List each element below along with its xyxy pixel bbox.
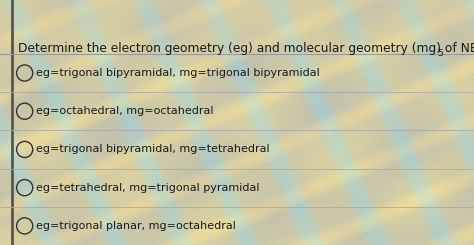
FancyBboxPatch shape [0, 130, 474, 169]
Text: eg=trigonal bipyramidal, mg=trigonal bipyramidal: eg=trigonal bipyramidal, mg=trigonal bip… [36, 68, 319, 78]
FancyBboxPatch shape [0, 54, 474, 92]
Text: Determine the electron geometry (eg) and molecular geometry (mg) of NBr: Determine the electron geometry (eg) and… [18, 42, 474, 55]
Text: eg=tetrahedral, mg=trigonal pyramidal: eg=tetrahedral, mg=trigonal pyramidal [36, 183, 259, 193]
Text: eg=trigonal planar, mg=octahedral: eg=trigonal planar, mg=octahedral [36, 221, 236, 231]
FancyBboxPatch shape [0, 169, 474, 207]
Text: 5: 5 [437, 49, 443, 58]
Text: eg=octahedral, mg=octahedral: eg=octahedral, mg=octahedral [36, 106, 213, 116]
Text: eg=trigonal bipyramidal, mg=tetrahedral: eg=trigonal bipyramidal, mg=tetrahedral [36, 145, 269, 154]
FancyBboxPatch shape [0, 207, 474, 245]
FancyBboxPatch shape [0, 92, 474, 130]
Text: .: . [446, 42, 449, 55]
FancyBboxPatch shape [0, 0, 474, 54]
